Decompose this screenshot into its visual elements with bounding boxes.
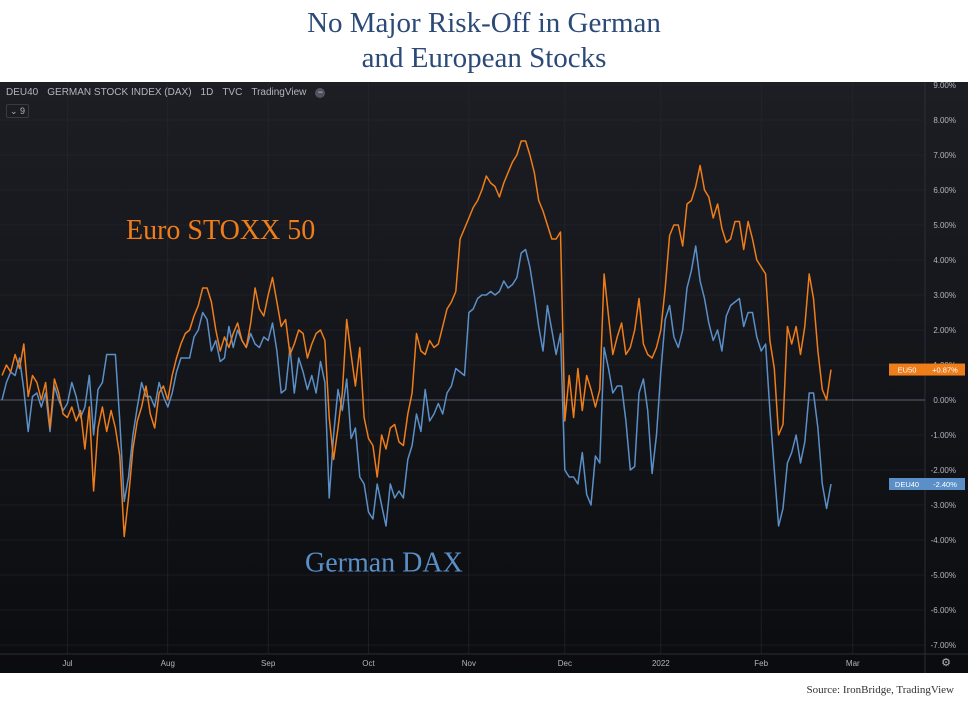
- x-tick-label: Nov: [462, 659, 476, 668]
- chart-panel[interactable]: 9.00% 8.00% 7.00% 6.00% 5.00% 4.00% 3.00% 2.00%…: [0, 82, 968, 673]
- symbol-header: DEU40 GERMAN STOCK INDEX (DAX) 1D TVC Tr…: [6, 87, 326, 98]
- source-note: Source: IronBridge, TradingView: [806, 684, 954, 696]
- badge-value-bg: [925, 478, 965, 490]
- y-tick-label: 3.00%: [933, 291, 956, 300]
- chart-title: No Major Risk-Off in German and European…: [0, 6, 968, 76]
- last-value-badge-deu40: DEU40 -2.40%: [889, 478, 965, 490]
- x-tick-label: Aug: [161, 659, 175, 668]
- minus-icon[interactable]: −: [315, 87, 326, 98]
- badge-symbol: DEU40: [895, 480, 919, 489]
- x-tick-label: Mar: [846, 659, 860, 668]
- y-tick-label: -1.00%: [931, 431, 956, 440]
- x-tick-label: Oct: [362, 659, 375, 668]
- y-tick-label: 8.00%: [933, 116, 956, 125]
- badge-value-bg: [925, 363, 965, 376]
- symbol-name: GERMAN STOCK INDEX (DAX): [47, 87, 192, 98]
- chart-title-line-2: and European Stocks: [361, 42, 607, 74]
- y-tick-label: -2.00%: [931, 466, 956, 475]
- x-tick-label: 2022: [652, 659, 670, 668]
- badge-symbol-bg: [889, 363, 925, 376]
- x-tick-label: Feb: [754, 659, 768, 668]
- y-tick-label: 4.00%: [933, 256, 956, 265]
- series-line-eu50[interactable]: [1, 140, 832, 538]
- y-tick-label: -7.00%: [931, 641, 956, 650]
- y-tick-label: 9.00%: [933, 82, 956, 90]
- y-tick-label: 7.00%: [933, 151, 956, 160]
- y-tick-label: -5.00%: [931, 571, 956, 580]
- exchange-label: TVC: [222, 87, 243, 98]
- x-tick-label: Dec: [558, 659, 572, 668]
- indicators-collapse-button[interactable]: ⌄ 9: [6, 104, 30, 118]
- y-tick-label: 2.00%: [933, 326, 956, 335]
- last-value-badge-eu50: EU50 +0.87%: [889, 363, 965, 376]
- badge-value: +0.87%: [932, 366, 958, 375]
- badge-symbol: EU50: [898, 366, 917, 375]
- y-tick-label: 0.00%: [933, 396, 956, 405]
- series-line-deu40[interactable]: [1, 245, 832, 527]
- gear-icon[interactable]: ⚙: [941, 656, 951, 669]
- badge-symbol-bg: [889, 478, 925, 490]
- annotation-deu40: German DAX: [305, 548, 463, 579]
- y-tick-label: -4.00%: [931, 536, 956, 545]
- y-tick-label: -6.00%: [931, 606, 956, 615]
- badge-value: -2.40%: [933, 480, 957, 489]
- y-tick-label: 5.00%: [933, 221, 956, 230]
- y-tick-label: 6.00%: [933, 186, 956, 195]
- x-tick-label: Sep: [261, 659, 276, 668]
- chart-title-line-1: No Major Risk-Off in German: [307, 7, 661, 39]
- symbol-ticker[interactable]: DEU40: [6, 87, 39, 98]
- annotation-eu50: Euro STOXX 50: [126, 215, 315, 246]
- chart-canvas[interactable]: 9.00% 8.00% 7.00% 6.00% 5.00% 4.00% 3.00% 2.00%…: [0, 82, 968, 673]
- x-tick-label: Jul: [62, 659, 72, 668]
- y-tick-label: -3.00%: [931, 501, 956, 510]
- interval-label[interactable]: 1D: [200, 87, 214, 98]
- data-source-label: TradingView: [251, 87, 307, 98]
